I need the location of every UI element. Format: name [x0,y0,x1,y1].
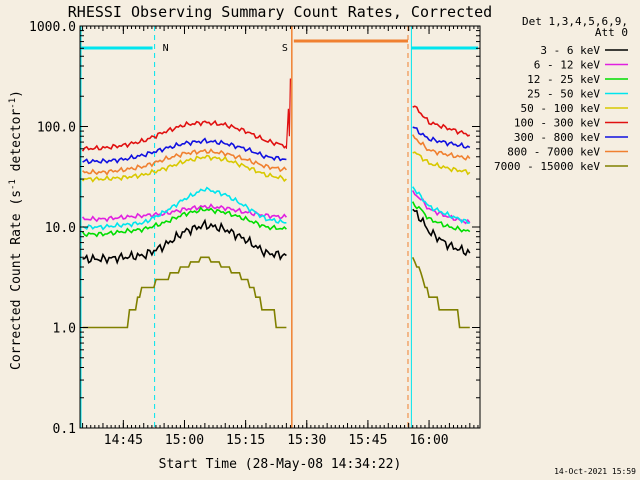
marker-label: N [163,43,169,54]
legend-entry: 800 - 7000 keV [507,146,628,159]
series-path-post [412,134,471,161]
legend-label: 12 - 25 keV [527,73,600,86]
x-tick-label: 16:00 [409,433,448,448]
legend-entry: 6 - 12 keV [534,59,628,72]
legend-entry: 300 - 800 keV [514,131,628,144]
series-line-4 [82,151,471,183]
series-path-post [412,151,471,176]
y-tick-label: 10.0 [45,221,76,236]
y-axis-label-sup1: -1 [8,179,18,190]
series-line-5 [81,105,471,152]
series-path-pre [82,154,287,183]
y-axis-label-mid: detector [9,109,24,180]
series-line-6 [82,126,471,165]
legend-header-line: Det 1,3,4,5,6,9, [522,15,628,28]
legend-entry: 3 - 6 keV [540,44,628,57]
y-axis-label-sup2: -1 [8,98,18,109]
legend-label: 3 - 6 keV [540,44,600,57]
y-axis-label-main: Corrected Count Rate (s [9,190,24,370]
x-tick-label: 15:00 [165,433,204,448]
legend-header-line: Att 0 [595,26,628,39]
y-tick-label: 1000.0 [29,20,76,35]
legend-label: 50 - 100 keV [521,102,601,115]
marker-night-0: N [80,26,169,428]
marker-label: S [282,43,288,54]
series-path-pre [82,218,287,265]
legend: Det 1,3,4,5,6,9,Att 0 3 - 6 keV 6 - 12 keV… [494,15,628,173]
axes-layer: 0.1 1.0 10.0 100.0 1000.0 14:45 15:00 15:15 15:3… [29,20,481,448]
series-line-3 [82,186,470,231]
legend-entry: 12 - 25 keV [527,73,628,86]
chart-title: RHESSI Observing Summary Count Rates, Co… [68,3,492,21]
series-path-post [412,186,470,224]
plot-frame [79,25,481,429]
legend-label: 100 - 300 keV [514,117,600,130]
y-axis-label: Corrected Count Rate (s-1 detector-1) [8,90,24,370]
series-path-pre [82,148,288,176]
series-path-pre [81,203,288,223]
legend-entry: 7000 - 15000 keV [494,160,628,173]
legend-entry: 100 - 300 keV [514,117,628,130]
y-tick-label: 1.0 [53,322,76,337]
series-line-0 [82,208,471,265]
series-path-pre [82,256,287,329]
series-line-2 [81,201,471,238]
legend-entry: 50 - 100 keV [521,102,628,115]
x-tick-label: 15:15 [226,433,265,448]
y-axis-label-end: ) [9,90,24,98]
series-path-pre [81,119,287,152]
timestamp: 14-Oct-2021 15:59 [554,467,636,476]
y-tick-label: 100.0 [37,121,76,136]
y-tick-label: 0.1 [53,422,76,437]
series-path-pre [82,137,287,165]
series-path-post [412,126,471,149]
flare-spike [285,78,291,149]
legend-entry: 25 - 50 keV [527,88,628,101]
series-line-7 [82,134,471,176]
x-tick-label: 14:45 [104,433,143,448]
series-path-pre [82,186,287,231]
series-path-post [412,105,471,137]
legend-label: 800 - 7000 keV [507,146,600,159]
x-tick-label: 15:30 [287,433,326,448]
x-axis-label: Start Time (28-May-08 14:34:22) [159,457,402,472]
series-path-pre [81,206,287,238]
series-path-post [412,208,471,257]
legend-label: 6 - 12 keV [534,59,601,72]
x-tick-label: 15:45 [348,433,387,448]
series-path-post [411,256,470,329]
legend-label: 7000 - 15000 keV [494,160,600,173]
series-layer [81,78,471,329]
series-line-8 [82,256,470,329]
legend-label: 25 - 50 keV [527,88,600,101]
series-path-post [411,201,471,233]
legend-label: 300 - 800 keV [514,131,600,144]
marker-saa-1: S [282,26,409,428]
